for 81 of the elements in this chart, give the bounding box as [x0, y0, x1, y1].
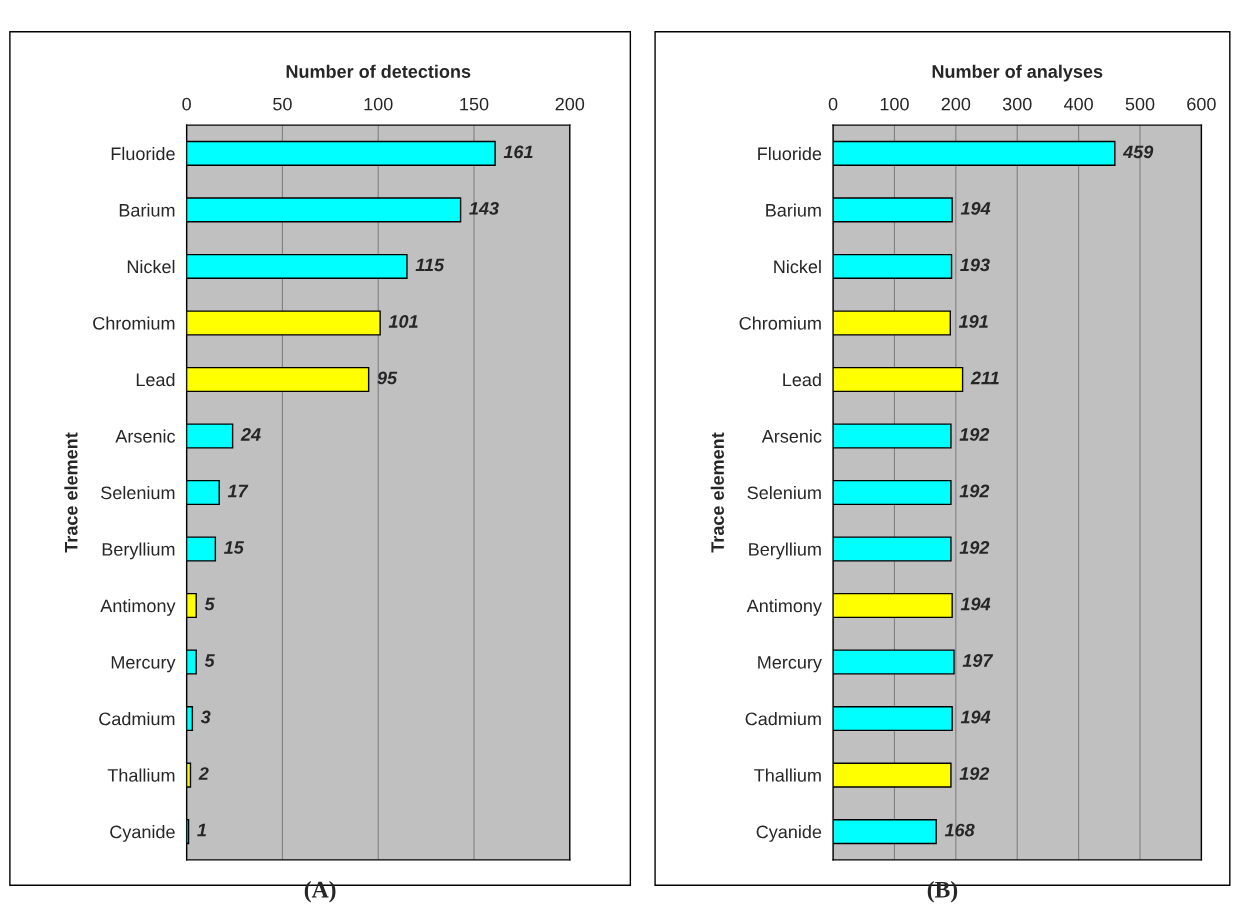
- x-tick-label: 50: [273, 97, 292, 111]
- y-tick-label: Fluoride: [758, 146, 822, 161]
- x-tick-label: 200: [555, 97, 585, 111]
- y-tick-label: Thallium: [754, 768, 821, 782]
- data-label: 192: [959, 541, 990, 554]
- data-label: 194: [960, 710, 991, 724]
- x-tick-label: 400: [1063, 97, 1093, 111]
- x-axis-title: Number of analyses: [932, 64, 1103, 82]
- data-label: 193: [960, 258, 990, 272]
- y-tick-label: Fluoride: [111, 146, 175, 161]
- data-label: 143: [469, 202, 499, 215]
- bar: [186, 423, 234, 449]
- y-tick-label: Barium: [766, 203, 821, 217]
- y-axis-title: Trace element: [710, 432, 725, 553]
- data-label: 192: [959, 767, 990, 780]
- data-label: 3: [200, 710, 211, 724]
- x-tick-label: 500: [1125, 97, 1155, 111]
- y-tick-label: Cyanide: [110, 825, 175, 842]
- y-tick-label: Thallium: [107, 768, 175, 782]
- data-label: 95: [377, 371, 398, 385]
- y-tick-label: Nickel: [774, 259, 821, 274]
- y-tick-label: Mercury: [758, 656, 822, 673]
- data-label: 15: [224, 541, 244, 554]
- x-tick-label: 600: [1187, 97, 1216, 111]
- y-tick-label: Arsenic: [761, 429, 822, 443]
- data-label: 192: [959, 484, 990, 498]
- y-tick-label: Nickel: [127, 259, 175, 274]
- x-tick-label: 300: [1002, 97, 1032, 111]
- data-label: 197: [962, 654, 994, 667]
- y-tick-label: Selenium: [747, 485, 821, 500]
- data-label: 194: [960, 597, 991, 611]
- bar: [186, 536, 217, 562]
- x-tick-label: 100: [880, 97, 909, 111]
- data-label: 211: [970, 371, 999, 385]
- x-tick-label: 0: [828, 97, 838, 111]
- y-tick-label: Antimony: [746, 598, 822, 616]
- y-tick-label: Chromium: [93, 316, 175, 330]
- bar: [186, 140, 496, 166]
- bar: [186, 592, 197, 619]
- bar: [186, 479, 220, 506]
- data-label: 459: [1122, 145, 1154, 159]
- y-tick-label: Cadmium: [99, 712, 175, 726]
- y-axis-title: Trace element: [64, 432, 78, 553]
- data-label: 5: [204, 654, 215, 667]
- bar: [186, 197, 462, 223]
- y-tick-label: Mercury: [111, 656, 176, 673]
- data-label: 2: [198, 767, 209, 780]
- y-tick-label: Antimony: [100, 598, 176, 616]
- data-label: 161: [503, 145, 533, 159]
- x-tick-label: 0: [182, 97, 191, 111]
- data-label: 191: [958, 315, 988, 328]
- x-tick-label: 200: [941, 97, 971, 111]
- bar: [186, 366, 370, 393]
- data-label: 192: [959, 428, 990, 441]
- text: (B): [927, 881, 958, 903]
- data-label: 194: [960, 202, 991, 215]
- x-axis-title: Number of detections: [286, 64, 471, 78]
- data-label: 115: [415, 258, 445, 272]
- y-tick-label: Beryllium: [749, 542, 821, 560]
- data-label: 24: [240, 428, 261, 441]
- y-tick-label: Barium: [119, 203, 175, 217]
- bar: [186, 253, 408, 280]
- data-label: 1: [197, 823, 206, 837]
- bar: [186, 649, 197, 675]
- text: (A): [304, 881, 336, 903]
- y-tick-label: Lead: [136, 372, 175, 387]
- y-tick-label: Beryllium: [102, 542, 175, 560]
- y-tick-label: Chromium: [739, 316, 821, 330]
- data-label: 101: [388, 315, 418, 328]
- y-tick-label: Arsenic: [115, 429, 176, 443]
- data-label: 168: [944, 823, 975, 837]
- y-tick-label: Cadmium: [745, 712, 821, 726]
- y-tick-label: Lead: [783, 372, 821, 387]
- data-label: 17: [227, 484, 249, 498]
- data-label: 5: [204, 597, 215, 611]
- x-tick-label: 150: [460, 97, 489, 111]
- bar: [186, 310, 381, 336]
- x-tick-label: 100: [364, 97, 393, 111]
- y-tick-label: Selenium: [101, 485, 175, 500]
- y-tick-label: Cyanide: [756, 825, 822, 842]
- bar: [186, 705, 194, 732]
